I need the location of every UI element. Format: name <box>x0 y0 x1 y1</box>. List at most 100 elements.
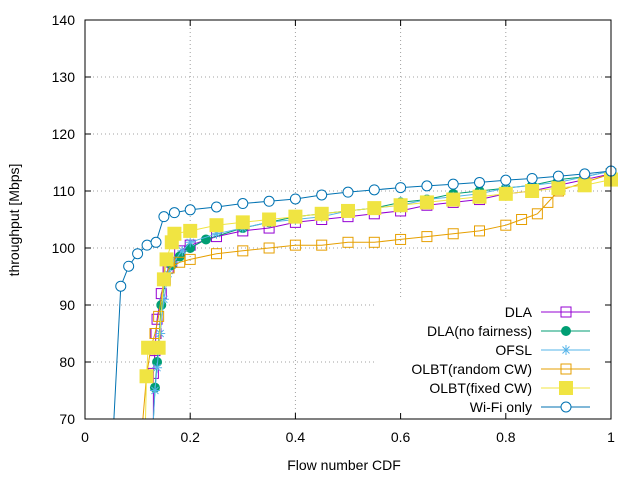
legend-entry: OLBT(fixed CW) <box>429 380 590 396</box>
x-tick-label: 1 <box>607 429 615 445</box>
data-point <box>152 362 163 373</box>
data-point <box>342 186 354 198</box>
legend-label: OFSL <box>495 342 532 358</box>
x-tick-label: 0.6 <box>391 429 411 445</box>
data-point <box>579 168 591 180</box>
data-point <box>151 340 166 355</box>
y-axis-label: throughput [Mbps] <box>6 164 22 277</box>
y-tick-label: 130 <box>52 69 76 85</box>
data-point <box>156 272 171 287</box>
data-point <box>395 182 407 194</box>
data-point <box>316 189 328 201</box>
data-point <box>516 214 528 225</box>
y-tick-label: 70 <box>59 411 75 427</box>
y-tick-label: 120 <box>52 126 76 142</box>
data-point <box>167 226 182 241</box>
x-tick-label: 0.4 <box>286 429 306 445</box>
data-point <box>132 248 144 260</box>
data-point <box>184 253 196 265</box>
legend-label: DLA <box>505 304 533 320</box>
series-olbt-fixed-cw <box>139 172 618 420</box>
x-tick-label: 0.8 <box>496 429 516 445</box>
data-point <box>446 192 461 207</box>
data-point <box>393 198 408 213</box>
data-point <box>159 252 174 267</box>
data-point <box>551 181 566 196</box>
data-point <box>139 369 154 384</box>
legend-entry: Wi-Fi only <box>470 399 590 415</box>
legend-label: OLBT(fixed CW) <box>429 380 532 396</box>
data-point <box>149 385 160 396</box>
data-point <box>235 215 250 230</box>
legend-entry: OFSL <box>495 342 590 358</box>
y-tick-label: 140 <box>52 12 76 28</box>
data-point <box>168 207 180 219</box>
data-point <box>559 381 573 395</box>
data-point <box>561 326 571 336</box>
y-tick-label: 110 <box>53 183 76 199</box>
axis-ticks: 70 80 90 100 110 120 130 140 0 0.2 0.4 0.6 0.8 1 <box>52 12 615 445</box>
data-point <box>200 234 211 245</box>
data-point <box>341 203 355 218</box>
data-point <box>211 201 222 213</box>
y-tick-label: 100 <box>52 240 76 256</box>
data-point <box>185 237 196 248</box>
data-point <box>500 174 512 186</box>
data-point <box>542 196 554 208</box>
series-line <box>152 173 612 419</box>
data-point <box>115 280 127 292</box>
data-point <box>211 228 222 239</box>
x-tick-label: 0.2 <box>180 429 200 445</box>
legend-label: DLA(no fairness) <box>427 323 532 339</box>
data-point <box>174 256 186 268</box>
data-point <box>500 219 512 231</box>
x-axis-label: Flow number CDF <box>287 457 401 473</box>
legend-entry: OLBT(random CW) <box>411 361 590 377</box>
data-point <box>289 193 301 205</box>
data-point <box>421 180 433 192</box>
data-point <box>560 363 572 375</box>
data-point <box>177 245 188 256</box>
data-point <box>209 218 224 233</box>
data-point <box>560 306 572 318</box>
data-point <box>419 195 434 210</box>
data-point <box>237 245 249 257</box>
data-point <box>447 178 459 190</box>
data-point <box>368 236 380 248</box>
data-point <box>211 248 222 260</box>
legend-entry: DLA(no fairness) <box>427 323 590 339</box>
y-tick-label: 90 <box>59 297 75 313</box>
data-point <box>561 345 571 355</box>
legend: DLA DLA(no fairness) OFSL OLBT(random CW) OL… <box>375 300 611 418</box>
data-point <box>367 201 382 216</box>
plot-border <box>84 19 612 420</box>
data-point <box>526 172 538 184</box>
legend-label: Wi-Fi only <box>470 399 532 415</box>
data-point <box>560 401 572 413</box>
x-tick-label: 0 <box>81 429 89 445</box>
data-point <box>150 236 162 248</box>
data-point <box>474 225 485 237</box>
data-point <box>368 184 380 196</box>
data-point <box>289 239 301 251</box>
data-point <box>395 233 407 245</box>
data-point <box>498 186 513 201</box>
data-point <box>314 206 329 221</box>
data-point <box>552 170 564 182</box>
data-point <box>153 310 165 322</box>
data-point <box>474 176 485 188</box>
legend-entry: DLA <box>505 304 590 320</box>
data-point <box>183 223 198 238</box>
data-point <box>472 189 487 204</box>
data-point <box>316 239 328 251</box>
data-point <box>237 198 249 210</box>
legend-label: OLBT(random CW) <box>411 361 532 377</box>
data-point <box>263 242 275 254</box>
data-point <box>263 195 275 207</box>
data-point <box>342 236 354 248</box>
data-point <box>158 294 169 305</box>
legend-background <box>375 300 611 418</box>
data-point <box>525 184 540 198</box>
data-point <box>421 231 433 243</box>
